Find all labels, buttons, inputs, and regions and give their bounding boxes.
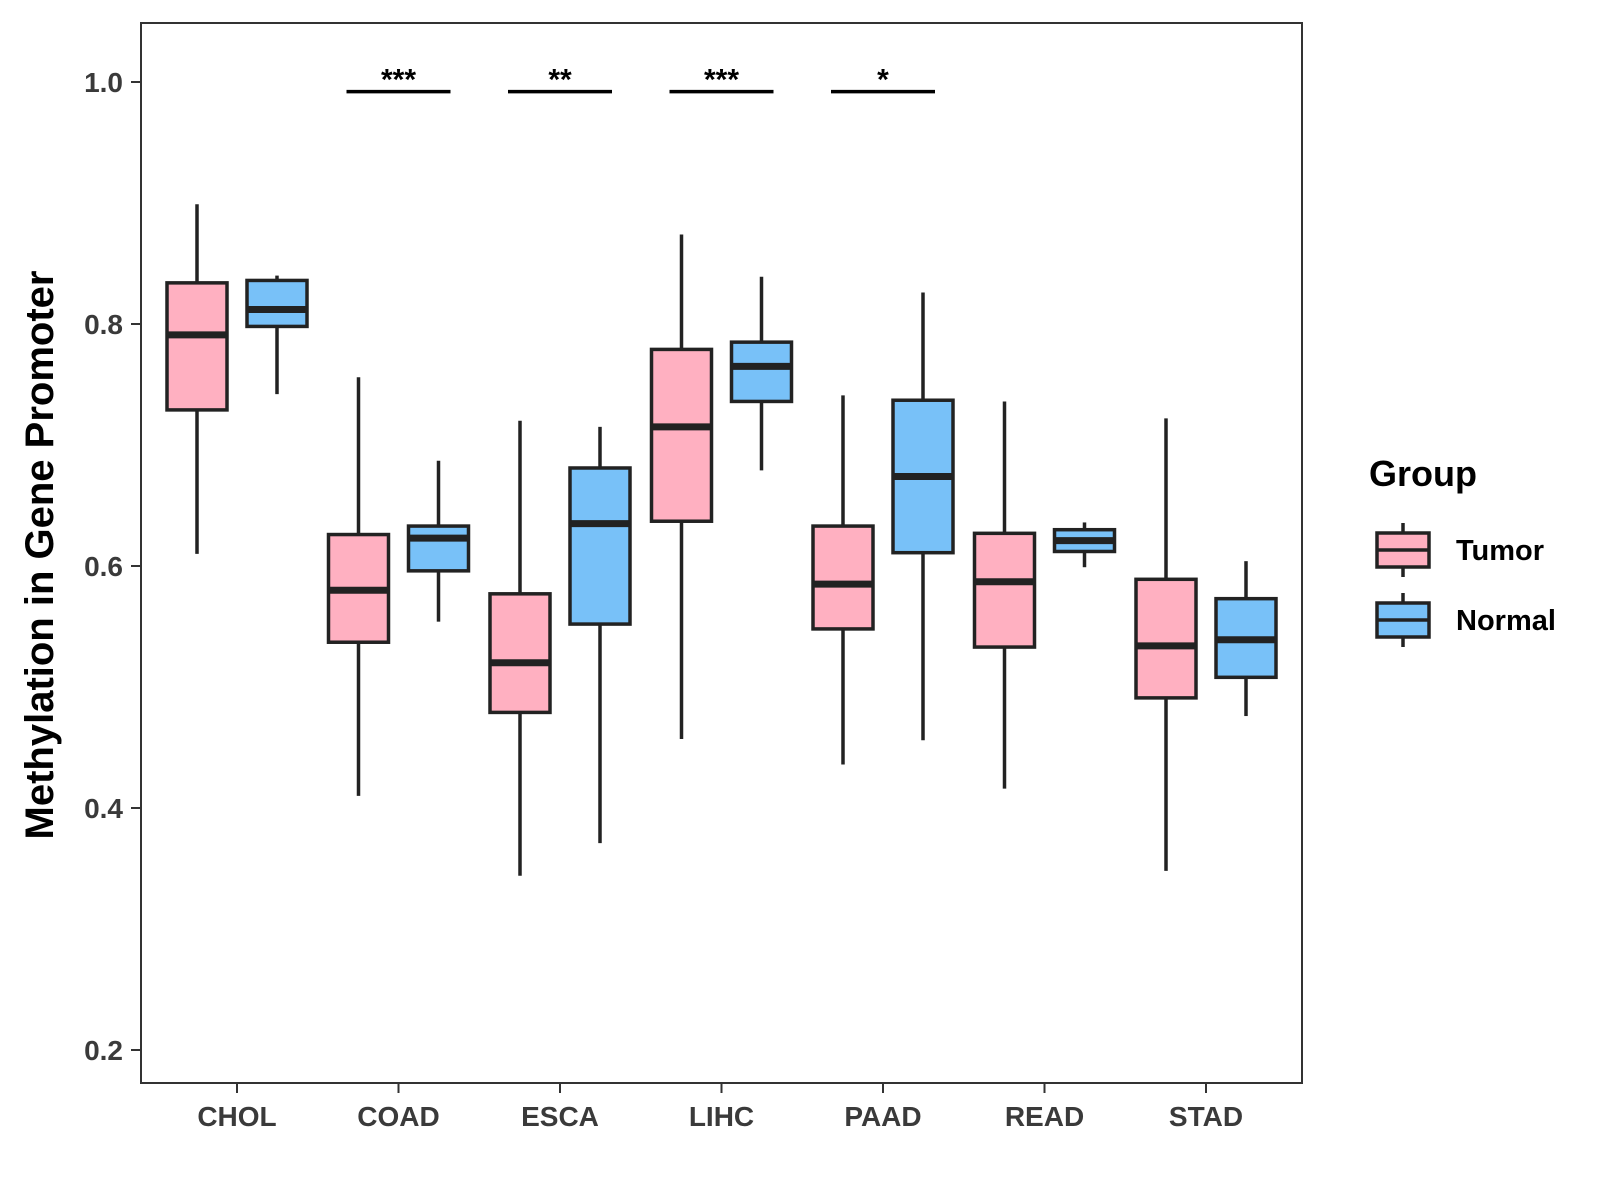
x-tick-label-esca: ESCA (521, 1101, 599, 1132)
y-tick-label: 0.8 (84, 309, 123, 340)
box-body (245, 278, 309, 329)
legend-item-tumor: Tumor (1375, 523, 1544, 577)
box-normal-chol (245, 275, 309, 395)
box-body (972, 531, 1037, 649)
box-body (488, 592, 552, 715)
box-body (811, 524, 875, 631)
box-tumor-lihc (649, 234, 714, 740)
box-tumor-read (972, 401, 1037, 789)
sig-label-esca: ** (548, 64, 572, 97)
legend-item-normal: Normal (1375, 593, 1556, 647)
x-tick-label-chol: CHOL (197, 1101, 276, 1132)
y-tick-label: 0.6 (84, 551, 123, 582)
box-body (165, 281, 229, 412)
sig-label-lihc: *** (704, 64, 739, 97)
x-tick-label-stad: STAD (1169, 1101, 1243, 1132)
x-tick-label-paad: PAAD (844, 1101, 921, 1132)
box-normal-coad (406, 460, 471, 622)
y-axis-title: Methylation in Gene Promoter (18, 271, 62, 840)
sig-label-coad: *** (381, 64, 416, 97)
x-tick-label-lihc: LIHC (689, 1101, 754, 1132)
plot-area: *** ** *** * (165, 64, 1278, 876)
box-normal-esca (568, 426, 632, 844)
legend-label-normal: Normal (1456, 605, 1556, 637)
box-tumor-stad (1134, 418, 1198, 871)
box-normal-paad (891, 292, 955, 741)
box-normal-read (1052, 522, 1117, 568)
box-normal-stad (1214, 561, 1278, 717)
legend-label-tumor: Tumor (1456, 535, 1544, 567)
box-body (649, 347, 714, 523)
box-tumor-paad (811, 395, 875, 765)
box-body (568, 466, 632, 626)
legend: Group Tumor Normal (1369, 453, 1556, 647)
box-normal-lihc (729, 276, 794, 471)
y-tick-label: 0.2 (84, 1035, 123, 1066)
x-tick-label-coad: COAD (357, 1101, 439, 1132)
box-body (406, 524, 471, 573)
axes: 0.2 0.4 0.6 0.8 1.0 CHOL COAD ESCA LIHC PAAD READ S… (84, 22, 1303, 1132)
box-tumor-coad (326, 377, 391, 796)
box-tumor-esca (488, 420, 552, 876)
x-tick-label-read: READ (1005, 1101, 1084, 1132)
y-tick-label: 0.4 (84, 793, 123, 824)
box-body (729, 340, 794, 404)
box-body (1134, 577, 1198, 700)
sig-label-paad: * (877, 64, 889, 97)
box-tumor-chol (165, 204, 229, 554)
y-tick-label: 1.0 (84, 67, 123, 98)
legend-title: Group (1369, 453, 1477, 494)
